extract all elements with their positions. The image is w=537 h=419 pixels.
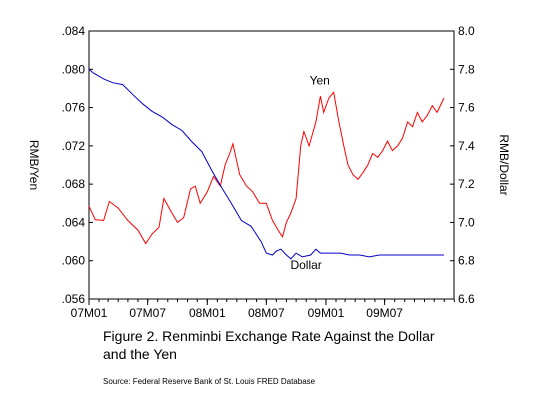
y-tick-label-right: 6.8	[458, 254, 475, 268]
series-label-yen: Yen	[310, 73, 330, 87]
y-tick-label-left: .060	[62, 254, 86, 268]
y-tick-label-left: .084	[62, 24, 86, 38]
x-tick-label: 07M07	[129, 306, 166, 320]
y-tick-label-right: 7.0	[458, 215, 475, 229]
series-lines	[88, 68, 445, 260]
x-tick-label: 08M01	[189, 306, 226, 320]
y-tick-label-right: 7.8	[458, 62, 475, 76]
y-tick-label-left: .064	[62, 215, 86, 229]
y-tick-label-right: 7.2	[458, 177, 475, 191]
source-note: Source: Federal Reserve Bank of St. Loui…	[103, 377, 316, 386]
y-tick-label-left: .076	[62, 101, 86, 115]
y-tick-label-right: 8.0	[458, 24, 475, 38]
y-tick-label-left: .056	[62, 292, 86, 306]
series-line-dollar	[88, 68, 444, 260]
y-tick-label-left: .072	[62, 139, 86, 153]
x-tick-label: 07M01	[71, 306, 108, 320]
figure-caption: Figure 2. Renminbi Exchange Rate Against…	[103, 327, 483, 363]
x-tick-label: 09M01	[308, 306, 345, 320]
x-tick-label: 08M07	[248, 306, 285, 320]
plot-frame	[88, 30, 455, 300]
series-line-yen	[88, 91, 445, 245]
caption-line-2: and the Yen	[103, 346, 177, 362]
axes: .056 .060 .064 .068 .072 .076 .080 .084 6.6 6.8 7.…	[62, 24, 475, 320]
y-tick-label-right: 7.4	[458, 139, 475, 153]
y-tick-label-right: 6.6	[458, 292, 475, 306]
y-tick-label-left: .068	[62, 177, 86, 191]
y-axis-label-right: RMB/Dollar	[497, 134, 511, 195]
y-tick-label-left: .080	[62, 62, 86, 76]
y-axis-label-left: RMB/Yen	[27, 140, 41, 190]
series-labels: Yen Dollar	[290, 73, 329, 272]
x-tick-label: 09M07	[366, 306, 403, 320]
y-tick-label-right: 7.6	[458, 101, 475, 115]
series-label-dollar: Dollar	[290, 258, 321, 272]
caption-line-1: Figure 2. Renminbi Exchange Rate Against…	[103, 328, 435, 344]
